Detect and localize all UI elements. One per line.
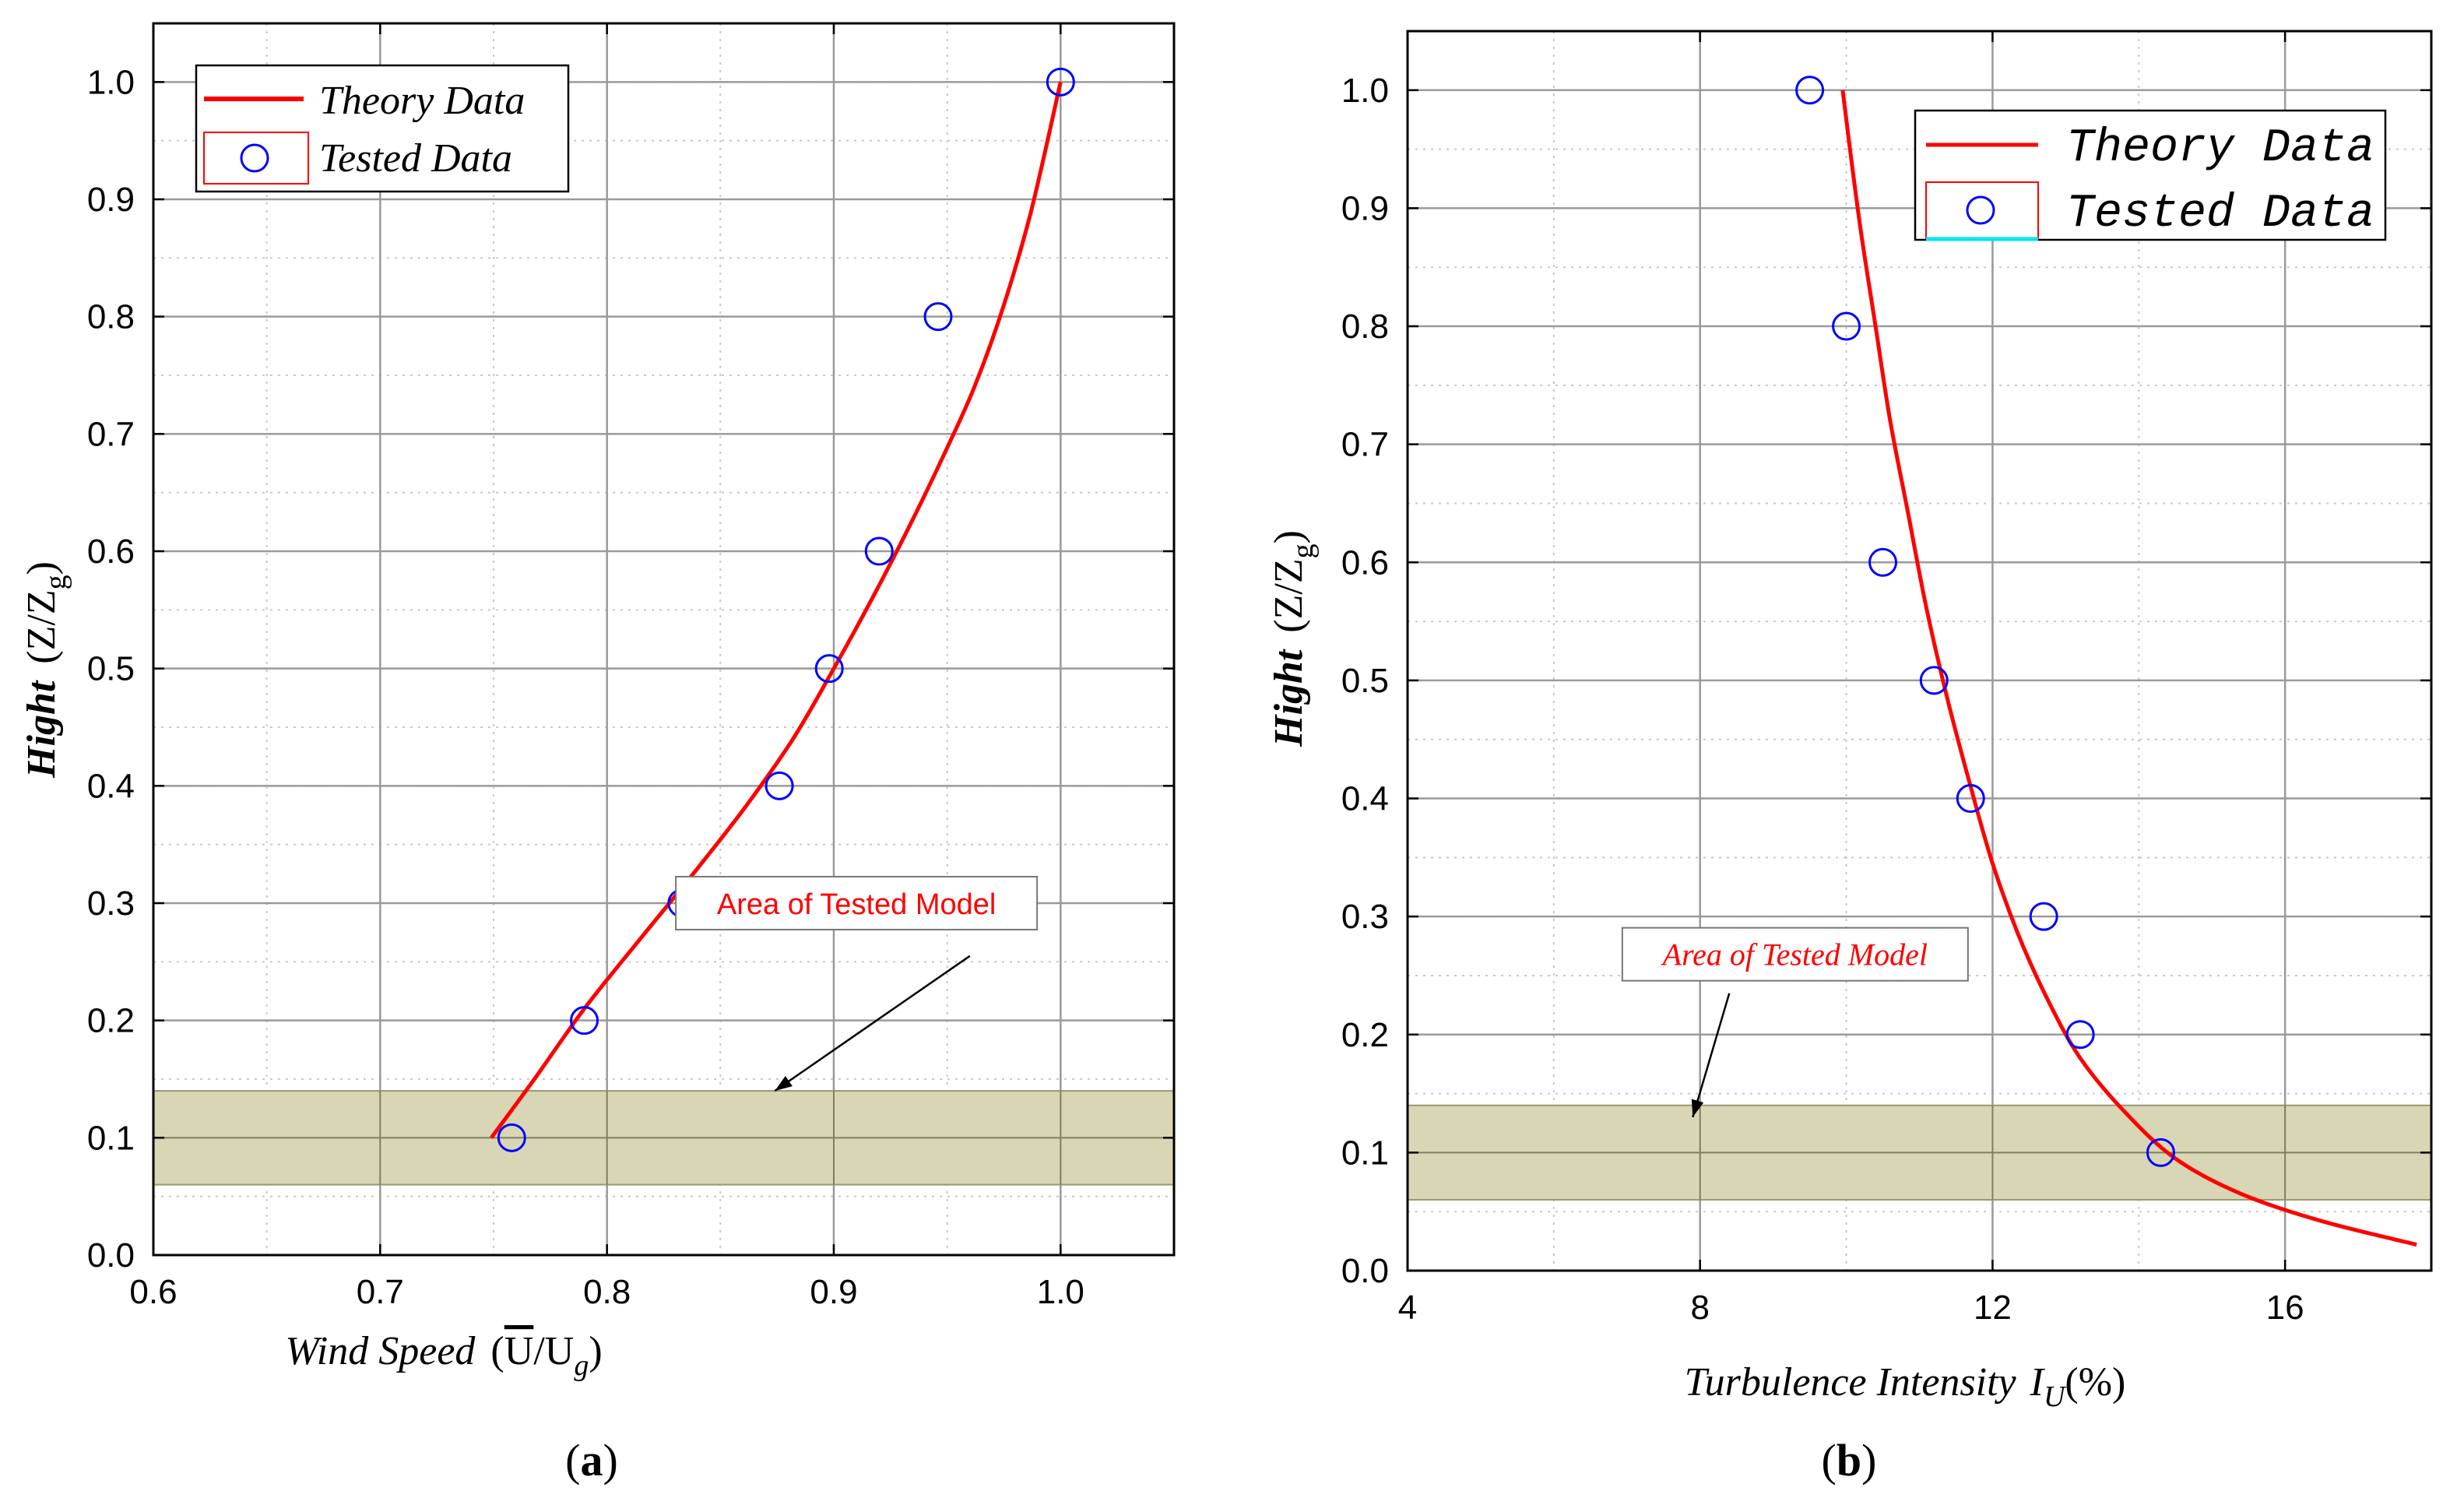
- tested-data-point: [864, 536, 894, 566]
- y-tick-labels: 0.0 0.1 0.2 0.3 0.4 0.5 0.6 0.7 0.8 0.9 1.0: [87, 63, 135, 1275]
- tested-data-point: [570, 1006, 599, 1036]
- theory-data-line: [490, 81, 1063, 1139]
- x-tick-label: 4: [1398, 1289, 1417, 1327]
- tested-data-point: [923, 302, 953, 332]
- y-tick-labels: 0.0 0.1 0.2 0.3 0.4 0.5 0.6 0.7 0.8 0.9 1.0: [1341, 72, 1389, 1290]
- y-tick-label: 0.7: [1341, 426, 1389, 464]
- plot-frame: [152, 22, 1176, 1257]
- y-tick-label: 1.0: [87, 63, 135, 101]
- annotation-label: Area of Tested Model: [717, 888, 996, 921]
- legend-tested-label: Tested Data: [319, 136, 512, 181]
- x-tick-labels: 4 8 12 16: [1398, 1289, 2304, 1327]
- y-tick-label: 0.1: [1341, 1134, 1389, 1172]
- tested-data-point: [2029, 902, 2058, 931]
- y-tick-label: 0.4: [87, 767, 135, 805]
- tested-data-point: [1046, 67, 1075, 97]
- tested-data-point: [1832, 311, 1861, 341]
- y-tick-label: 0.2: [87, 1002, 135, 1040]
- x-axis-label: Wind Speed (U/Ug): [285, 1329, 602, 1382]
- legend-tested-label: Tested Data: [2066, 188, 2374, 241]
- x-tick-label: 8: [1690, 1289, 1709, 1327]
- legend-box: [1914, 109, 2387, 241]
- chart-panel-b: 4 8 12 16 0.0 0.1 0.2 0.3 0.4 0.5 0.6 0.7 0.8 0.9 1.0…: [1267, 30, 2433, 1486]
- x-tick-label: 0.9: [810, 1273, 857, 1311]
- tested-data-point: [1868, 547, 1898, 577]
- tested-data-point: [2146, 1138, 2175, 1167]
- y-tick-label: 0.9: [1341, 189, 1389, 227]
- legend-theory-label: Theory Data: [2066, 122, 2374, 175]
- x-tick-label: 0.8: [583, 1273, 631, 1311]
- annotation: Area of Tested Model: [1621, 927, 1969, 1118]
- tested-data-point: [2065, 1020, 2095, 1050]
- y-tick-label: 0.2: [1341, 1016, 1389, 1054]
- y-tick-label: 0.5: [87, 650, 135, 688]
- annotation-arrowhead: [1691, 1099, 1704, 1117]
- annotation-arrow: [774, 955, 971, 1092]
- annotation-arrow: [1692, 993, 1731, 1118]
- tested-data-markers: [1795, 76, 2175, 1167]
- y-tick-label: 0.6: [87, 533, 135, 571]
- y-axis-label: Hight(Z/Zg): [1267, 530, 1320, 747]
- tested-data-point: [814, 654, 844, 684]
- y-tick-label: 0.3: [1341, 898, 1389, 936]
- legend-marker-swatch: [1966, 195, 1995, 225]
- chart-panel-a: 0.6 0.7 0.8 0.9 1.0 0.0 0.1 0.2 0.3 0.4 0.5 0.6 0.7…: [19, 22, 1176, 1486]
- tested-data-point: [1795, 76, 1825, 105]
- y-tick-label: 0.5: [1341, 662, 1389, 700]
- y-tick-label: 0.9: [87, 181, 135, 219]
- annotation: Area of Tested Model: [675, 876, 1039, 1092]
- theory-data-line: [1840, 90, 2417, 1247]
- tested-data-point: [497, 1123, 526, 1152]
- tested-data-point: [1919, 666, 1949, 695]
- y-tick-label: 0.8: [1341, 308, 1389, 346]
- legend: Theory Data Tested Data: [1914, 109, 2387, 241]
- tested-data-point: [1956, 784, 1985, 814]
- y-tick-label: 1.0: [1341, 72, 1389, 110]
- y-tick-label: 0.6: [1341, 543, 1389, 582]
- plot-frame: [1406, 30, 2433, 1272]
- annotation-box: [675, 876, 1039, 930]
- y-tick-label: 0.3: [87, 884, 135, 923]
- y-tick-label: 0.4: [1341, 780, 1389, 818]
- panel-label-b: (b): [1822, 1435, 1877, 1486]
- tested-data-point: [765, 771, 794, 800]
- legend-marker-swatch: [240, 143, 269, 173]
- y-tick-label: 0.0: [87, 1236, 135, 1275]
- legend-marker-box: [203, 132, 309, 185]
- annotation-label: Area of Tested Model: [1661, 937, 1928, 972]
- y-tick-label: 0.1: [87, 1119, 135, 1157]
- y-tick-label: 0.0: [1341, 1252, 1389, 1290]
- x-axis-label: Turbulence Intensity IU(%): [1685, 1360, 2126, 1413]
- x-tick-labels: 0.6 0.7 0.8 0.9 1.0: [129, 1273, 1084, 1311]
- x-tick-label: 0.7: [357, 1273, 404, 1311]
- tick-marks: [152, 23, 1174, 1257]
- x-tick-label: 16: [2266, 1289, 2304, 1327]
- y-tick-label: 0.8: [87, 298, 135, 336]
- legend-theory-label: Theory Data: [319, 79, 525, 123]
- x-tick-label: 1.0: [1037, 1273, 1084, 1311]
- x-tick-label: 0.6: [129, 1273, 177, 1311]
- x-tick-label: 12: [1974, 1289, 2012, 1327]
- annotation-box: [1621, 927, 1969, 982]
- tick-marks: [1406, 31, 2431, 1272]
- y-tick-label: 0.7: [87, 415, 135, 453]
- panel-label-a: (a): [565, 1435, 618, 1486]
- y-axis-label: Hight(Z/Zg): [19, 561, 72, 779]
- legend: Theory Data Tested Data: [195, 64, 570, 193]
- annotation-arrowhead: [775, 1076, 793, 1092]
